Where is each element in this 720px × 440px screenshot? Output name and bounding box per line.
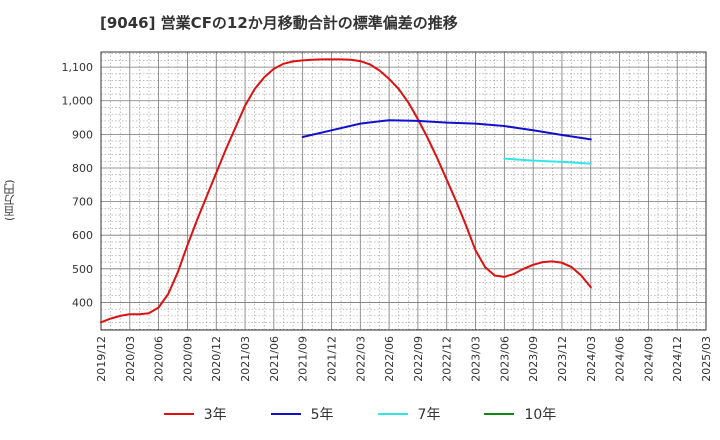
x-tick-label: 2024/06 xyxy=(614,336,627,382)
chart-title: [9046] 営業CFの12か月移動合計の標準偏差の推移 xyxy=(100,14,458,32)
legend-item-5y: 5年 xyxy=(270,404,334,424)
legend-label-5y: 5年 xyxy=(310,407,334,423)
y-tick-label: 400 xyxy=(72,296,93,309)
x-tick-label: 2020/06 xyxy=(153,336,166,382)
legend-item-7y: 7年 xyxy=(377,404,441,424)
x-tick-label: 2019/12 xyxy=(95,336,108,382)
y-tick-label: 1,000 xyxy=(62,95,94,108)
x-tick-label: 2022/03 xyxy=(354,336,367,382)
legend-item-3y: 3年 xyxy=(163,404,227,424)
x-tick-label: 2021/06 xyxy=(268,336,281,382)
x-tick-label: 2024/09 xyxy=(642,336,655,382)
x-tick-label: 2024/03 xyxy=(585,336,598,382)
y-tick-label: 500 xyxy=(72,263,93,276)
series-line-3年 xyxy=(100,58,592,324)
legend-label-10y: 10年 xyxy=(524,407,557,423)
y-tick-label: 700 xyxy=(72,196,93,209)
legend: 3年 5年 7年 10年 xyxy=(0,404,720,424)
x-tick-label: 2021/12 xyxy=(325,336,338,382)
plot-frame xyxy=(100,51,707,331)
y-tick-label: 900 xyxy=(72,128,93,141)
legend-item-10y: 10年 xyxy=(484,404,556,424)
plot-area xyxy=(101,52,706,330)
x-tick-label: 2022/12 xyxy=(441,336,454,382)
legend-swatch-3y xyxy=(163,413,194,415)
x-tick-label: 2022/06 xyxy=(383,336,396,382)
y-tick-label: 1,100 xyxy=(62,61,94,74)
legend-swatch-7y xyxy=(377,413,408,415)
x-tick-label: 2021/03 xyxy=(239,336,252,382)
legend-swatch-10y xyxy=(484,413,515,415)
x-tick-label: 2022/09 xyxy=(412,336,425,382)
series-line-7年 xyxy=(503,157,592,165)
x-tick-label: 2023/03 xyxy=(470,336,483,382)
x-tick-label: 2020/09 xyxy=(181,336,194,382)
x-tick-label: 2023/06 xyxy=(498,336,511,382)
x-tick-label: 2021/09 xyxy=(297,336,310,382)
x-tick-label: 2023/09 xyxy=(527,336,540,382)
series-line-5年 xyxy=(301,119,592,141)
x-tick-label: 2020/03 xyxy=(124,336,137,382)
x-tick-label: 2023/12 xyxy=(556,336,569,382)
legend-label-3y: 3年 xyxy=(203,407,227,423)
x-tick-label: 2020/12 xyxy=(210,336,223,382)
legend-swatch-5y xyxy=(270,413,301,415)
x-tick-label: 2024/12 xyxy=(671,336,684,382)
x-tick-label: 2025/03 xyxy=(700,336,713,382)
y-tick-label: 800 xyxy=(72,162,93,175)
y-tick-label: 600 xyxy=(72,229,93,242)
legend-label-7y: 7年 xyxy=(417,407,441,423)
